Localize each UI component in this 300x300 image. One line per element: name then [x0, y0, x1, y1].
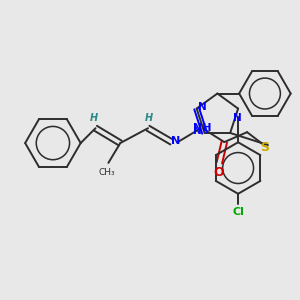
Text: N: N	[233, 112, 242, 122]
Text: N: N	[171, 136, 180, 146]
Text: Cl: Cl	[232, 207, 244, 217]
Text: H: H	[145, 113, 153, 123]
Text: NH: NH	[193, 123, 212, 133]
Text: O: O	[213, 166, 224, 179]
Text: S: S	[260, 140, 269, 154]
Text: CH₃: CH₃	[98, 168, 115, 177]
Text: H: H	[89, 113, 98, 123]
Text: N: N	[193, 126, 202, 136]
Text: N: N	[198, 102, 207, 112]
